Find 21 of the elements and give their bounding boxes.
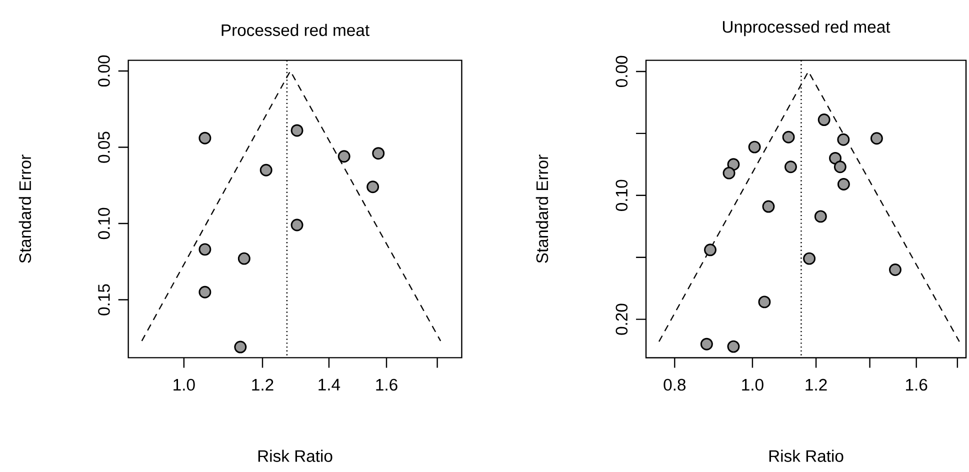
chart-title: Processed red meat [222,24,370,36]
x-tick-label: 1.2 [806,378,827,391]
y-tick-label: 0.15 [98,284,110,316]
x-tick-label: 1.6 [906,378,928,391]
x-tick-label: 1.0 [174,378,195,391]
x-tick-label: 1.2 [252,378,274,391]
y-tick-label: 0.00 [616,56,628,88]
x-axis-title: Risk Ratio [258,450,332,462]
y-axis-title: Standard Error [18,154,32,263]
x-axis-title: Risk Ratio [769,450,844,462]
x-tick-label: 0.8 [664,378,686,391]
y-axis-title: Standard Error [536,154,548,263]
y-tick-label: 0.10 [98,208,110,240]
y-tick-label: 0.20 [616,304,628,335]
chart-title: Unprocessed red meat [722,20,890,36]
x-tick-label: 1.4 [318,378,340,390]
y-tick-label: 0.05 [98,132,110,163]
x-tick-label: 1.6 [376,378,398,391]
x-tick-label: 1.0 [742,378,764,391]
y-tick-label: 0.10 [616,180,628,211]
y-tick-label: 0.00 [98,55,110,87]
